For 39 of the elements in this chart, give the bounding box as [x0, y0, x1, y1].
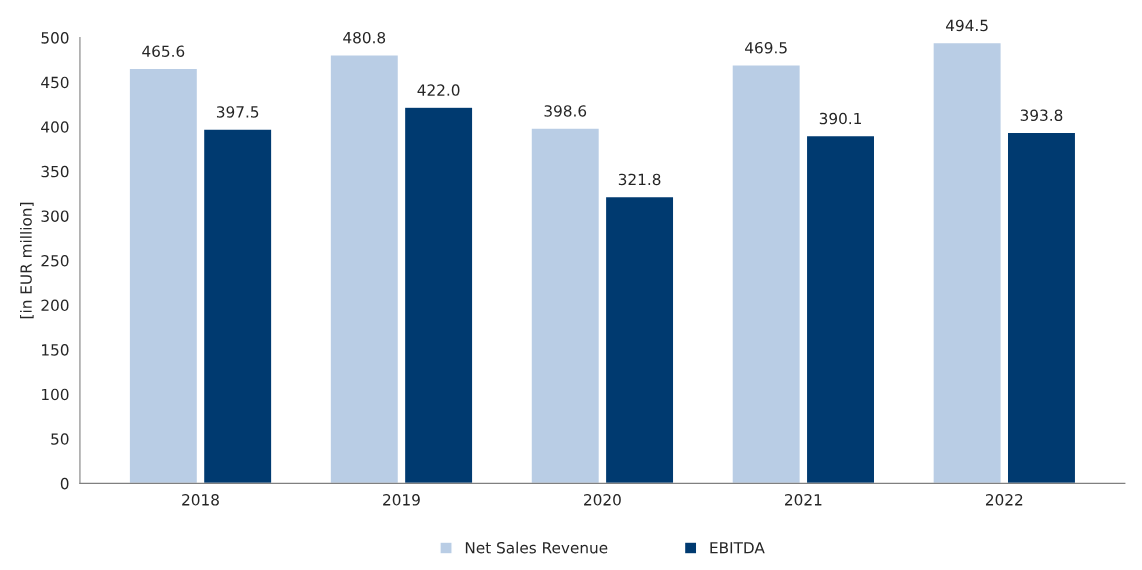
y-tick-label: 250 — [41, 254, 69, 267]
y-tick-label: 150 — [42, 344, 69, 356]
data-label: 398.6 — [544, 105, 587, 117]
data-label: 321.8 — [618, 173, 661, 186]
x-tick-label: 2021 — [785, 494, 822, 506]
legend-label: Net Sales Revenue — [465, 541, 608, 554]
y-tick-label: 350 — [41, 165, 69, 178]
y-tick-label: 450 — [41, 76, 69, 89]
bar — [932, 41, 1002, 484]
legend-label: EBITDA — [710, 542, 765, 554]
y-tick-label: 200 — [41, 299, 69, 312]
y-tick-label: 0 — [60, 477, 69, 490]
x-tick-label: 2019 — [383, 494, 420, 506]
data-label: 469.5 — [745, 41, 787, 54]
bar — [731, 64, 802, 484]
x-tick-label: 2018 — [182, 494, 219, 506]
bar — [329, 54, 400, 484]
bar — [530, 127, 601, 484]
data-label: 480.8 — [343, 31, 386, 44]
data-label: 465.6 — [142, 45, 185, 57]
bar — [403, 106, 474, 484]
y-tick-label: 50 — [51, 433, 69, 445]
y-axis-title: [in EUR million] — [20, 202, 34, 319]
data-label: 494.5 — [946, 19, 988, 32]
bar — [1006, 131, 1077, 484]
y-tick-label: 300 — [41, 210, 69, 222]
bar — [202, 128, 273, 484]
data-label: 422.0 — [417, 84, 460, 96]
y-tick-label: 400 — [41, 121, 69, 133]
bar — [128, 67, 199, 484]
y-tick-label: 100 — [42, 388, 69, 401]
bar — [805, 134, 876, 484]
bar — [604, 195, 675, 484]
y-tick-label: 500 — [41, 32, 69, 44]
x-tick-label: 2020 — [584, 494, 621, 506]
x-tick-label: 2022 — [985, 494, 1023, 506]
data-label: 397.5 — [216, 106, 259, 118]
data-label: 393.8 — [1020, 109, 1063, 121]
data-label: 390.1 — [819, 112, 861, 125]
